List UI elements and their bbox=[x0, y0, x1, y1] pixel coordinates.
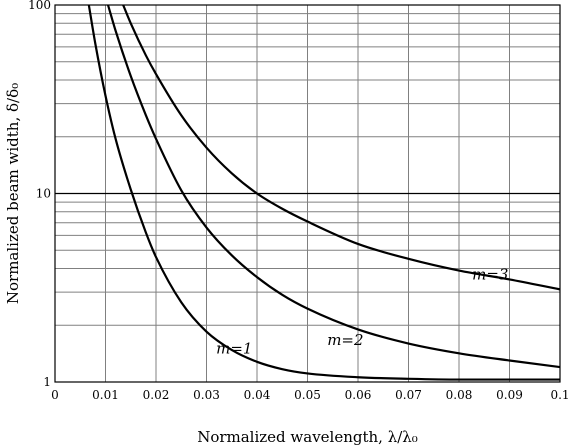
y-tick-label: 1 bbox=[43, 375, 51, 389]
x-tick-label: 0.09 bbox=[496, 388, 523, 402]
series-line-m1 bbox=[87, 4, 560, 381]
x-tick-label: 0.07 bbox=[395, 388, 422, 402]
tick-labels: 0 0.01 0.02 0.03 0.04 0.05 0.06 0.07 0.08 0.09 0.1… bbox=[28, 0, 569, 402]
x-tick-label: 0.1 bbox=[550, 388, 569, 402]
curve-label-m3: m=3 bbox=[472, 265, 508, 283]
x-tick-label: 0.06 bbox=[345, 388, 372, 402]
curve-label-m1: m=1 bbox=[216, 339, 252, 357]
x-tick-label: 0.08 bbox=[446, 388, 473, 402]
grid-lines bbox=[54, 5, 561, 382]
x-tick-label: 0.05 bbox=[294, 388, 321, 402]
curve-label-m2: m=2 bbox=[327, 331, 363, 349]
y-tick-label: 100 bbox=[28, 0, 51, 12]
x-tick-label: 0.02 bbox=[143, 388, 170, 402]
series-line-m3 bbox=[122, 4, 561, 291]
x-tick-label: 0.04 bbox=[244, 388, 271, 402]
series-layer bbox=[87, 4, 561, 381]
series-line-m2 bbox=[106, 4, 561, 369]
y-tick-label: 10 bbox=[36, 187, 51, 201]
x-axis-title: Normalized wavelength, λ/λ₀ bbox=[197, 428, 418, 446]
plot-frame bbox=[54, 4, 561, 383]
curve-labels: m=1 m=2 m=3 bbox=[216, 265, 508, 357]
x-tick-label: 0.01 bbox=[92, 388, 119, 402]
x-tick-label: 0 bbox=[51, 388, 59, 402]
y-axis-title: Normalized beam width, δ/δ₀ bbox=[4, 83, 22, 304]
x-tick-label: 0.03 bbox=[193, 388, 220, 402]
